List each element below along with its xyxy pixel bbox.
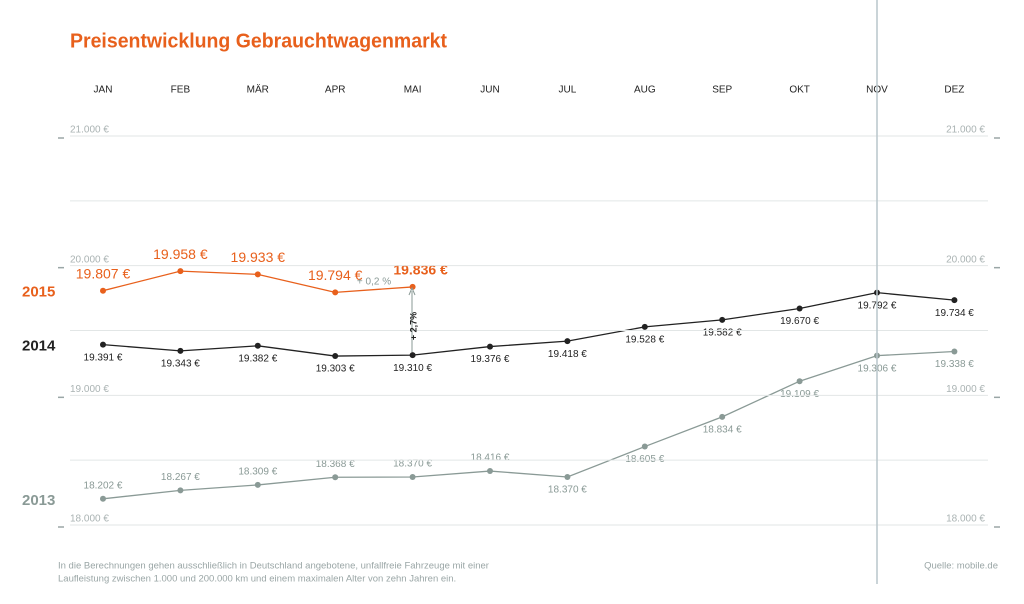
value-label: 18.834 € — [703, 424, 742, 435]
value-label: 18.370 € — [548, 485, 587, 496]
value-label: 19.807 € — [76, 265, 131, 281]
value-label: 19.794 € — [308, 267, 363, 283]
y-tick-label: 20.000 € — [70, 254, 109, 265]
y-tick-label: 20.000 € — [946, 254, 985, 265]
annotation: + 2,7% — [408, 312, 418, 340]
footnote: Laufleistung zwischen 1.000 und 200.000 … — [58, 574, 456, 585]
x-tick-label: JAN — [94, 85, 113, 96]
series-line — [102, 270, 413, 294]
series-line — [102, 291, 955, 357]
x-tick-label: SEP — [712, 85, 732, 96]
x-tick-label: AUG — [634, 85, 656, 96]
y-tick-label: 18.000 € — [946, 514, 985, 525]
series-name: 2014 — [22, 338, 56, 355]
series-line — [102, 350, 955, 500]
value-label: 18.309 € — [238, 467, 277, 478]
footnote: In die Berechnungen gehen ausschließlich… — [58, 561, 489, 572]
value-label: 19.338 € — [935, 359, 974, 370]
value-label: 19.528 € — [625, 335, 664, 346]
value-label: 19.343 € — [161, 358, 200, 369]
value-label: 18.202 € — [84, 480, 123, 491]
y-tick-label: 21.000 € — [70, 125, 109, 136]
y-tick-label: 18.000 € — [70, 514, 109, 525]
value-label: 19.382 € — [238, 353, 277, 364]
value-label: 19.418 € — [548, 349, 587, 360]
value-label: 19.958 € — [153, 246, 208, 262]
x-tick-label: JUN — [480, 85, 499, 96]
chart-title: Preisentwicklung Gebrauchtwagenmarkt — [70, 30, 447, 52]
x-tick-label: OKT — [789, 85, 810, 96]
source: Quelle: mobile.de — [924, 561, 998, 572]
value-label: 19.734 € — [935, 308, 974, 319]
value-label: 19.310 € — [393, 363, 432, 374]
x-tick-label: APR — [325, 85, 346, 96]
value-label: 18.416 € — [471, 453, 510, 464]
value-label: 19.303 € — [316, 364, 355, 375]
value-label: 19.109 € — [780, 389, 819, 400]
value-label: 19.582 € — [703, 328, 742, 339]
series-name: 2015 — [22, 284, 55, 301]
arrow-head — [408, 286, 416, 296]
value-label: 18.267 € — [161, 472, 200, 483]
value-label: 19.376 € — [471, 354, 510, 365]
y-tick-label: 19.000 € — [70, 384, 109, 395]
value-label: 18.368 € — [316, 459, 355, 470]
x-tick-label: MAI — [404, 85, 422, 96]
annotation: + 0,2 % — [357, 277, 391, 288]
value-label: 19.836 € — [393, 262, 448, 278]
x-tick-label: MÄR — [247, 84, 269, 96]
series-name: 2013 — [22, 492, 55, 509]
x-tick-label: JUL — [559, 85, 577, 96]
value-label: 19.933 € — [231, 249, 286, 265]
value-label: 19.391 € — [84, 352, 123, 363]
y-tick-label: 19.000 € — [946, 384, 985, 395]
x-tick-label: FEB — [171, 85, 191, 96]
y-tick-label: 21.000 € — [946, 125, 985, 136]
value-label: 18.370 € — [393, 459, 432, 470]
value-label: 19.670 € — [780, 316, 819, 327]
x-tick-label: DEZ — [944, 85, 964, 96]
